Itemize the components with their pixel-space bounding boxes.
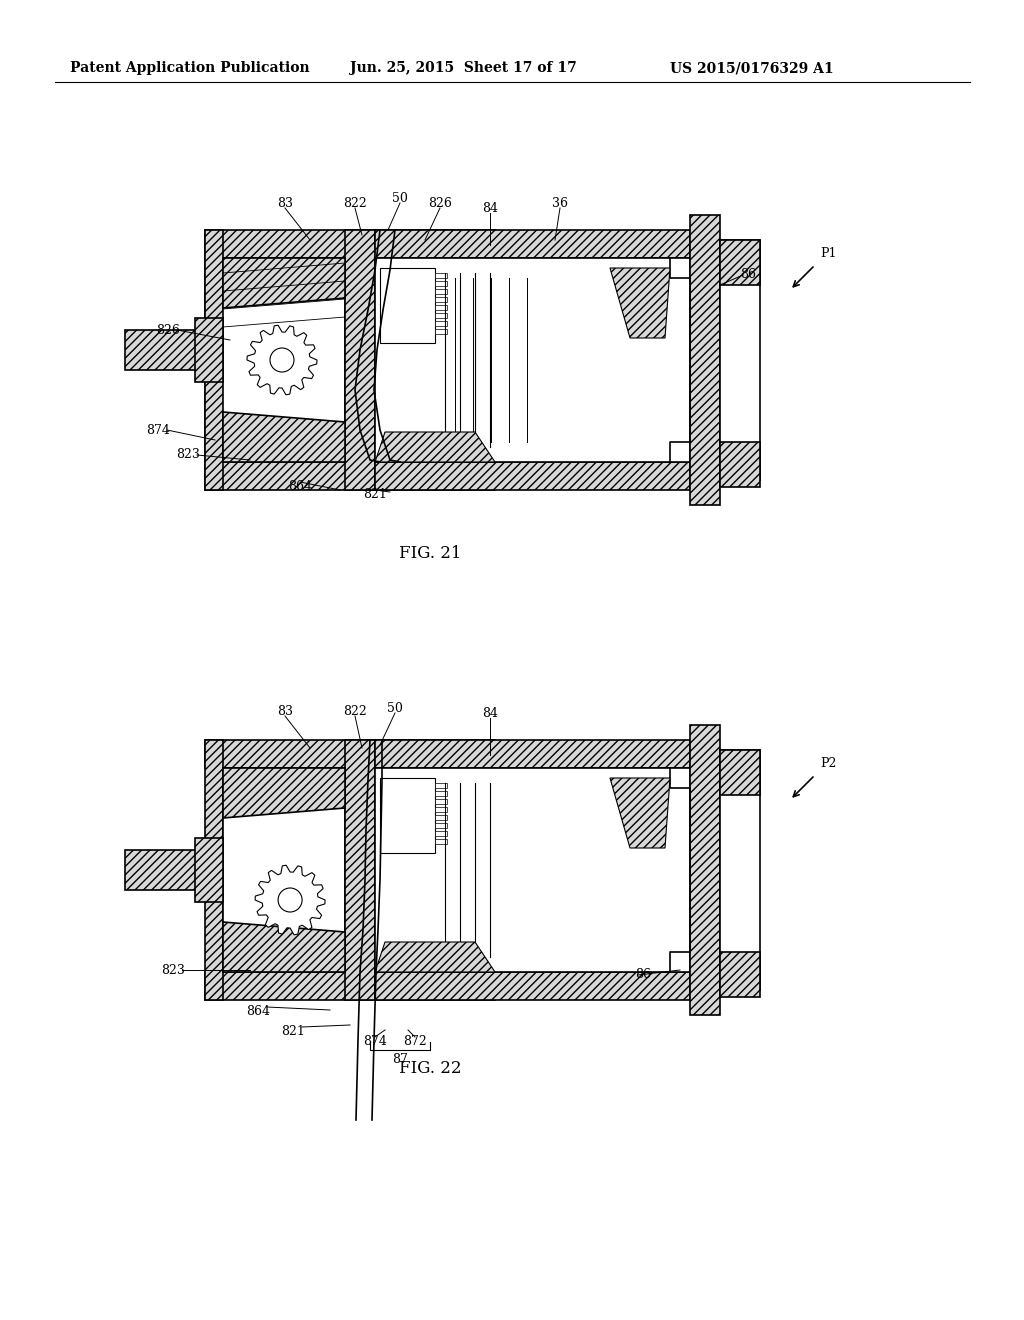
Text: 84: 84 [482, 708, 498, 719]
Text: P2: P2 [820, 756, 837, 770]
Bar [720, 442, 760, 487]
Text: 874: 874 [364, 1035, 387, 1048]
Text: 822: 822 [343, 197, 367, 210]
Bar [435, 814, 447, 820]
Bar [435, 807, 447, 812]
Polygon shape [223, 412, 345, 462]
Bar [223, 768, 345, 972]
Bar [435, 297, 447, 302]
Bar [720, 750, 760, 795]
Bar [435, 313, 447, 318]
Polygon shape [255, 865, 325, 935]
Text: 50: 50 [387, 702, 402, 715]
Bar [205, 972, 495, 1001]
Bar [205, 230, 495, 257]
Text: 864: 864 [246, 1005, 270, 1018]
Polygon shape [223, 768, 345, 818]
Bar [690, 725, 720, 1015]
Bar [205, 462, 495, 490]
Bar [435, 840, 447, 843]
Bar [375, 741, 690, 768]
Polygon shape [610, 777, 670, 847]
Text: 821: 821 [282, 1026, 305, 1038]
Bar [435, 329, 447, 334]
Bar [195, 318, 223, 381]
Text: Jun. 25, 2015  Sheet 17 of 17: Jun. 25, 2015 Sheet 17 of 17 [350, 61, 577, 75]
Text: 86: 86 [740, 268, 756, 281]
Bar [205, 230, 223, 490]
Bar [435, 832, 447, 836]
Bar [435, 289, 447, 294]
Bar [690, 215, 720, 506]
Text: 874: 874 [146, 424, 170, 437]
Bar [195, 838, 223, 902]
Text: 823: 823 [176, 449, 200, 462]
Bar [345, 741, 375, 1001]
Text: 826: 826 [156, 323, 180, 337]
Text: FIG. 22: FIG. 22 [398, 1060, 461, 1077]
Text: 872: 872 [403, 1035, 427, 1048]
Polygon shape [375, 942, 495, 972]
Text: Patent Application Publication: Patent Application Publication [70, 61, 309, 75]
Text: 864: 864 [288, 480, 312, 492]
Text: 823: 823 [161, 964, 185, 977]
Polygon shape [247, 325, 317, 395]
Bar [125, 330, 205, 370]
Text: 83: 83 [278, 705, 293, 718]
Bar [375, 257, 690, 462]
Bar [380, 268, 435, 343]
Bar [720, 952, 760, 997]
Bar [375, 462, 690, 490]
Circle shape [270, 348, 294, 372]
Text: 822: 822 [343, 705, 367, 718]
Text: FIG. 21: FIG. 21 [398, 545, 461, 562]
Bar [435, 799, 447, 804]
Bar [720, 240, 760, 285]
Bar [720, 240, 760, 480]
Bar [375, 230, 690, 257]
Text: 50: 50 [392, 191, 408, 205]
Bar [435, 791, 447, 796]
Bar [205, 741, 223, 1001]
Polygon shape [223, 921, 345, 972]
Bar [375, 972, 690, 1001]
Text: 87: 87 [392, 1053, 408, 1067]
Text: P1: P1 [820, 247, 837, 260]
Text: US 2015/0176329 A1: US 2015/0176329 A1 [670, 61, 834, 75]
Bar [345, 230, 375, 490]
Text: 86: 86 [635, 969, 651, 982]
Text: 826: 826 [428, 197, 452, 210]
Bar [720, 750, 760, 990]
Bar [205, 741, 495, 768]
Text: 821: 821 [364, 488, 387, 502]
Text: 83: 83 [278, 197, 293, 210]
Bar [435, 281, 447, 286]
Text: 36: 36 [552, 197, 568, 210]
Bar [435, 822, 447, 828]
Polygon shape [375, 432, 495, 462]
Bar [380, 777, 435, 853]
Polygon shape [223, 257, 345, 308]
Bar [435, 273, 447, 279]
Bar [125, 850, 205, 890]
Bar [435, 305, 447, 310]
Bar [205, 257, 345, 462]
Bar [375, 768, 690, 972]
Bar [435, 321, 447, 326]
Bar [435, 783, 447, 788]
Text: 84: 84 [482, 202, 498, 215]
Polygon shape [610, 268, 670, 338]
Circle shape [279, 888, 302, 912]
